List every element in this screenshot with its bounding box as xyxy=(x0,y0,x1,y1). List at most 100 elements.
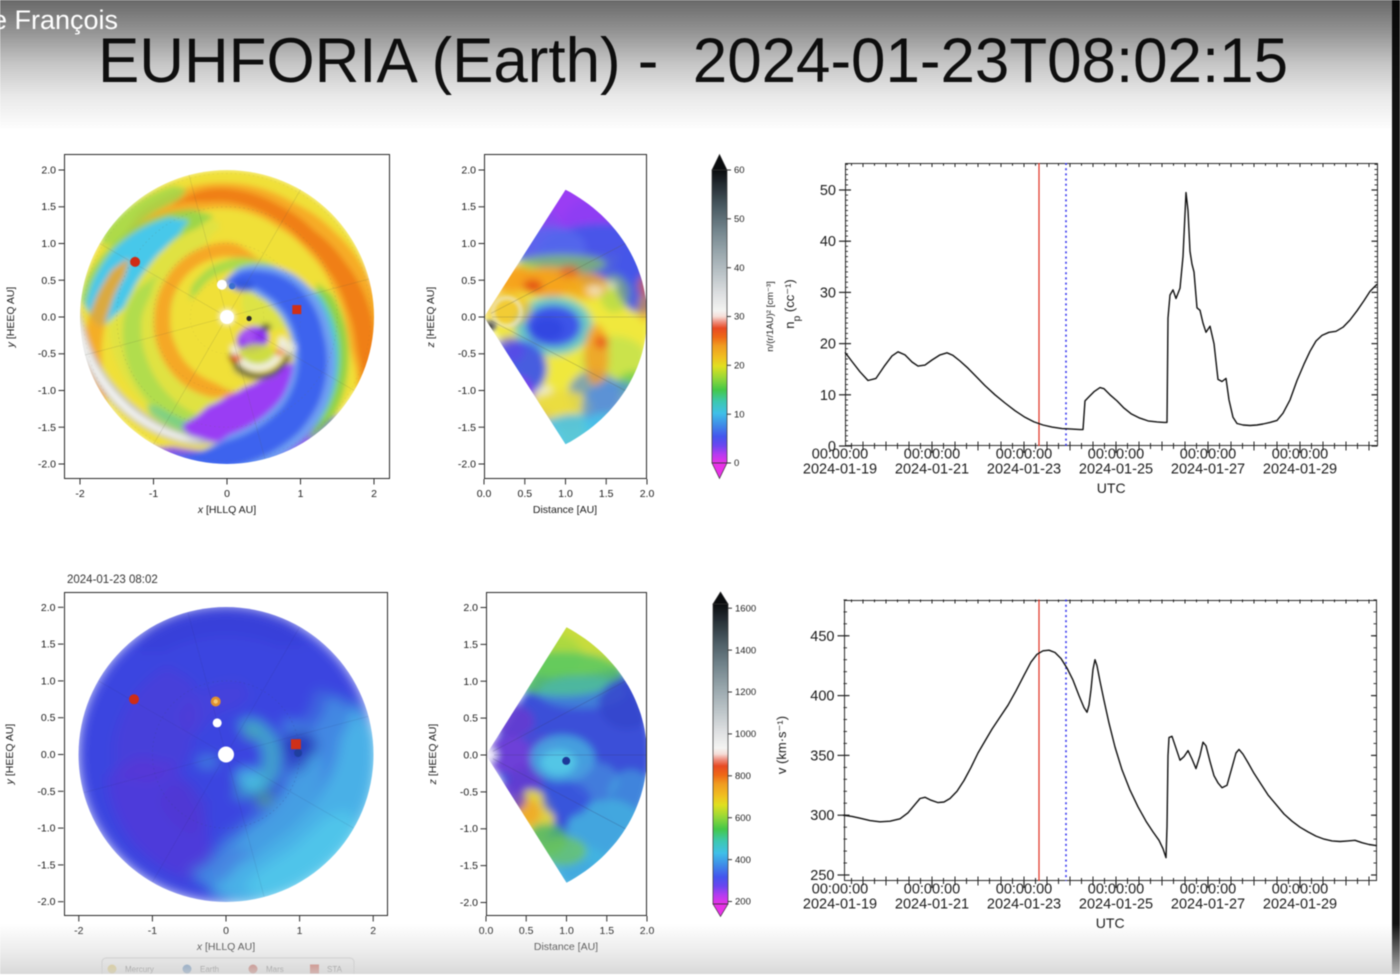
svg-text:40: 40 xyxy=(820,234,836,250)
svg-text:10: 10 xyxy=(820,388,836,404)
svg-text:-0.5: -0.5 xyxy=(38,348,56,360)
svg-text:00:00:00: 00:00:00 xyxy=(812,882,868,898)
svg-text:Distance [AU]: Distance [AU] xyxy=(533,504,597,516)
svg-text:x [HLLQ AU]: x [HLLQ AU] xyxy=(197,504,256,516)
svg-text:z [HEEQ AU]: z [HEEQ AU] xyxy=(427,724,439,786)
svg-text:00:00:00: 00:00:00 xyxy=(996,447,1052,463)
svg-text:30: 30 xyxy=(820,285,836,301)
svg-text:1.0: 1.0 xyxy=(463,676,478,688)
svg-text:00:00:00: 00:00:00 xyxy=(812,447,868,463)
svg-text:200: 200 xyxy=(735,897,751,908)
svg-text:00:00:00: 00:00:00 xyxy=(1088,447,1144,463)
svg-text:-1.0: -1.0 xyxy=(458,385,476,397)
svg-text:2024-01-29: 2024-01-29 xyxy=(1263,462,1337,478)
svg-text:1.0: 1.0 xyxy=(41,675,56,687)
svg-text:2024-01-27: 2024-01-27 xyxy=(1171,897,1245,913)
svg-text:e François: e François xyxy=(0,5,118,35)
svg-text:50: 50 xyxy=(734,214,745,225)
svg-text:2024-01-27: 2024-01-27 xyxy=(1171,462,1245,478)
svg-text:0.5: 0.5 xyxy=(41,275,56,287)
svg-text:2024-01-21: 2024-01-21 xyxy=(895,462,969,478)
svg-text:2.0: 2.0 xyxy=(640,488,655,500)
svg-text:2024-01-29: 2024-01-29 xyxy=(1263,897,1337,913)
svg-text:2024-01-21: 2024-01-21 xyxy=(895,897,969,913)
svg-text:1.0: 1.0 xyxy=(461,238,476,250)
svg-text:20: 20 xyxy=(820,337,836,353)
svg-text:0.0: 0.0 xyxy=(41,312,56,324)
svg-text:0.0: 0.0 xyxy=(41,749,56,761)
svg-text:50: 50 xyxy=(820,183,836,199)
svg-text:2024-01-23 08:02: 2024-01-23 08:02 xyxy=(67,574,158,586)
svg-text:-1.5: -1.5 xyxy=(38,422,56,434)
svg-text:1.5: 1.5 xyxy=(599,488,614,500)
svg-text:30: 30 xyxy=(734,312,745,323)
svg-text:0.0: 0.0 xyxy=(463,750,478,762)
svg-text:1: 1 xyxy=(298,488,304,500)
svg-text:2024-01-19: 2024-01-19 xyxy=(803,897,877,913)
svg-text:400: 400 xyxy=(810,689,834,705)
svg-text:1000: 1000 xyxy=(735,729,756,740)
svg-text:-2: -2 xyxy=(75,488,84,500)
svg-text:1.5: 1.5 xyxy=(461,201,476,213)
svg-text:2024-01-25: 2024-01-25 xyxy=(1079,897,1153,913)
svg-text:v (km·s⁻¹): v (km·s⁻¹) xyxy=(774,716,789,774)
svg-text:1200: 1200 xyxy=(735,687,756,698)
svg-text:-2.0: -2.0 xyxy=(458,459,476,471)
svg-text:1400: 1400 xyxy=(735,645,756,656)
svg-text:60: 60 xyxy=(734,165,745,176)
svg-text:00:00:00: 00:00:00 xyxy=(904,882,960,898)
svg-text:1.5: 1.5 xyxy=(41,639,56,651)
svg-text:800: 800 xyxy=(735,771,751,782)
svg-text:2.0: 2.0 xyxy=(463,602,478,614)
svg-text:0.5: 0.5 xyxy=(461,275,476,287)
svg-text:1.0: 1.0 xyxy=(41,238,56,250)
svg-text:-1.5: -1.5 xyxy=(458,422,476,434)
svg-text:-0.5: -0.5 xyxy=(458,348,476,360)
svg-text:-1.5: -1.5 xyxy=(460,860,478,872)
svg-text:250: 250 xyxy=(810,868,834,884)
svg-text:350: 350 xyxy=(810,748,834,764)
svg-text:0: 0 xyxy=(828,439,836,455)
svg-text:0.5: 0.5 xyxy=(41,712,56,724)
svg-text:-2.0: -2.0 xyxy=(460,897,478,909)
svg-text:y [HEEQ AU]: y [HEEQ AU] xyxy=(5,287,17,349)
svg-text:1.5: 1.5 xyxy=(41,201,56,213)
svg-text:00:00:00: 00:00:00 xyxy=(1180,447,1236,463)
svg-text:-2.0: -2.0 xyxy=(38,459,56,471)
svg-text:y [HEEQ AU]: y [HEEQ AU] xyxy=(4,724,16,786)
svg-text:UTC: UTC xyxy=(1097,480,1126,496)
svg-text:-1.5: -1.5 xyxy=(37,859,55,871)
svg-text:-1: -1 xyxy=(149,488,158,500)
svg-text:0: 0 xyxy=(734,458,739,469)
svg-text:2: 2 xyxy=(371,488,377,500)
svg-text:00:00:00: 00:00:00 xyxy=(904,447,960,463)
svg-text:n/(r/1AU)² [cm⁻³]: n/(r/1AU)² [cm⁻³] xyxy=(765,281,776,351)
svg-text:0.5: 0.5 xyxy=(463,713,478,725)
svg-text:20: 20 xyxy=(734,361,745,372)
svg-text:10: 10 xyxy=(734,409,745,420)
svg-text:-1.0: -1.0 xyxy=(38,385,56,397)
svg-text:1.0: 1.0 xyxy=(558,488,573,500)
svg-text:-1.0: -1.0 xyxy=(37,823,55,835)
svg-text:1.5: 1.5 xyxy=(463,639,478,651)
svg-text:00:00:00: 00:00:00 xyxy=(1088,882,1144,898)
svg-text:-0.5: -0.5 xyxy=(37,786,55,798)
svg-text:40: 40 xyxy=(734,263,745,274)
svg-text:2.0: 2.0 xyxy=(41,602,56,614)
svg-text:300: 300 xyxy=(810,808,834,824)
svg-text:450: 450 xyxy=(810,629,834,645)
svg-text:600: 600 xyxy=(735,813,751,824)
svg-text:2.0: 2.0 xyxy=(461,165,476,177)
svg-text:1600: 1600 xyxy=(735,603,756,614)
svg-text:z [HEEQ AU]: z [HEEQ AU] xyxy=(425,287,437,349)
svg-text:0.0: 0.0 xyxy=(461,312,476,324)
svg-text:2024-01-25: 2024-01-25 xyxy=(1079,462,1153,478)
svg-text:00:00:00: 00:00:00 xyxy=(1272,882,1328,898)
svg-text:2024-01-23: 2024-01-23 xyxy=(987,462,1061,478)
svg-text:2024-01-19: 2024-01-19 xyxy=(803,462,877,478)
svg-text:0.0: 0.0 xyxy=(477,488,492,500)
svg-text:00:00:00: 00:00:00 xyxy=(996,882,1052,898)
svg-text:2.0: 2.0 xyxy=(41,165,56,177)
svg-text:-2.0: -2.0 xyxy=(37,896,55,908)
svg-text:-0.5: -0.5 xyxy=(460,786,478,798)
